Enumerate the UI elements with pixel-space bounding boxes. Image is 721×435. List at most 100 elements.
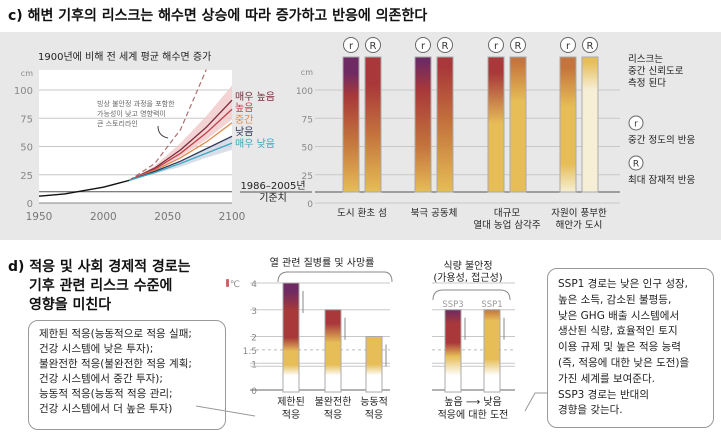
response-bar	[342, 56, 360, 193]
legend-symbol: R	[633, 160, 639, 170]
panel-d-title-line: 기후 관련 리스크 수준에	[29, 278, 173, 294]
y-tick-label: 25	[20, 171, 33, 182]
food-risk-bar	[444, 309, 462, 393]
reference-label: 1986–2005년	[240, 180, 305, 192]
response-label: R	[370, 41, 377, 52]
legend-circle-icon	[628, 115, 644, 131]
legend-label: 최대 잠재적 반응	[628, 174, 695, 186]
response-bar	[487, 56, 505, 193]
category-label: 적응	[365, 409, 383, 421]
response-bar	[436, 56, 454, 193]
series-label: 낮음	[235, 126, 253, 138]
adaptation-note-box: 제한된 적응(능동적으로 적응 실패; 건강 시스템에 낮은 투자); 불완전한…	[28, 320, 226, 430]
callout-line	[195, 405, 256, 417]
response-circle-icon	[437, 37, 453, 53]
response-bar	[581, 56, 599, 193]
series-line	[128, 108, 233, 181]
y-tick-label: 100	[14, 86, 33, 97]
reference-label: 기준치	[259, 192, 287, 204]
note-line: 가진 세계를 보여준다.	[558, 372, 655, 385]
x-tick-label: 2000	[90, 211, 117, 223]
category-label: 능동적	[360, 396, 388, 408]
observed-line	[38, 179, 130, 197]
legend-symbol: r	[634, 120, 638, 130]
response-circle-icon	[365, 37, 381, 53]
y-tick-label: 75	[20, 114, 33, 125]
legend-title: 리스크는	[628, 54, 663, 65]
heat-risk-bar	[324, 309, 342, 393]
response-circle-icon	[488, 37, 504, 53]
note-line: 건강 시스템에서 더 높은 투자)	[39, 403, 173, 415]
category-label: 북극 공동체	[411, 208, 458, 219]
response-bar	[559, 56, 577, 193]
panel-d-title: d) 적응 및 사회 경제적 경로는 기후 관련 리스크 수준에 영향을 미친다	[8, 258, 190, 315]
response-bar	[414, 56, 432, 193]
note-line: (즉, 적응에 대한 낮은 도전)을	[558, 356, 690, 369]
category-label: 도시 환초 섬	[337, 207, 387, 219]
response-label: R	[515, 41, 522, 52]
panel-c-title: c) 해변 기후의 리스크는 해수면 상승에 따라 증가하고 반응에 의존한다	[8, 8, 428, 24]
food-axis-label: 적응에 대한 도전	[438, 409, 509, 421]
bracket	[277, 271, 393, 283]
y-axis-unit: cm	[301, 68, 313, 77]
response-circle-icon	[582, 37, 598, 53]
thermometer-unit: ℃	[230, 280, 240, 290]
series-line	[128, 135, 233, 182]
y-tick-label: 75	[302, 115, 313, 125]
note-line: 이용 규제 및 높은 적응 능력	[558, 341, 681, 354]
legend-label: 중간 정도의 반응	[628, 135, 695, 146]
series-line	[128, 142, 233, 182]
x-tick-label: 1950	[26, 211, 53, 223]
dashed-storyline	[128, 69, 207, 181]
annotation-text: 가능성이 낮고 영향력이	[97, 109, 166, 118]
panel-d-title-line: 영향을 미친다	[29, 297, 112, 313]
y-tick-label: 25	[302, 172, 313, 182]
y-tick-label: 100	[296, 87, 313, 97]
y-tick-label: 50	[20, 143, 33, 154]
x-tick-label: 2100	[219, 211, 246, 223]
ssp-note-box: SSP1 경로는 낮은 인구 성장, 높은 소득, 감소된 불평등, 낮은 GH…	[547, 268, 714, 428]
note-line: 생산된 식량, 효율적인 토지	[558, 325, 678, 338]
category-label: 자원이 풍부한	[551, 208, 607, 219]
annotation-text: 큰 스토리라인	[97, 119, 138, 128]
heat-risk-bar	[282, 282, 300, 393]
note-line: SSP3 경로는 반대의	[558, 388, 649, 401]
y-tick-label: 0	[27, 199, 33, 210]
response-circle-icon	[560, 37, 576, 53]
category-label: 제한된	[277, 396, 305, 408]
response-label: R	[442, 41, 449, 52]
response-circle-icon	[415, 37, 431, 53]
series-line	[128, 99, 233, 181]
food-chart-title: (가용성, 접근성)	[433, 272, 502, 284]
y-tick-label: 4	[251, 280, 257, 290]
y-tick-label: 3	[251, 307, 257, 317]
chart-title: 1900년에 비해 전 세계 평균 해수면 증가	[38, 50, 211, 63]
category-label: 적응	[324, 409, 342, 421]
y-tick-label: 1.5	[243, 347, 257, 357]
note-line: SSP1 경로는 낮은 인구 성장,	[558, 278, 688, 290]
category-label: 불완전한	[315, 396, 352, 408]
y-tick-label: 50	[302, 144, 314, 154]
note-line: 제한된 적응(능동적으로 적응 실패;	[39, 328, 192, 340]
legend-title: 중간 신뢰도로	[628, 66, 684, 77]
response-label: R	[587, 41, 594, 52]
note-line: 불완전한 적응(불완전한 적응 계획;	[39, 358, 192, 370]
note-line: 낮은 GHG 배출 시스템에서	[558, 309, 680, 322]
y-axis-unit: cm	[21, 69, 33, 78]
bracket	[432, 289, 511, 301]
thermometer-icon	[226, 279, 229, 287]
response-circle-icon	[510, 37, 526, 53]
series-label: 높음	[235, 102, 253, 114]
response-circle-icon	[343, 37, 359, 53]
response-bar	[509, 56, 527, 193]
series-label: 중간	[235, 114, 253, 126]
food-risk-bar	[483, 309, 501, 393]
series-label: 매우 높음	[235, 91, 275, 103]
note-line: 건강 시스템에 낮은 투자);	[39, 343, 154, 355]
response-label: r	[349, 41, 354, 52]
ssp-label: SSP3	[442, 300, 463, 310]
response-bar	[364, 56, 382, 193]
y-tick-label: 2	[251, 334, 257, 344]
uncertainty-band	[129, 85, 232, 181]
